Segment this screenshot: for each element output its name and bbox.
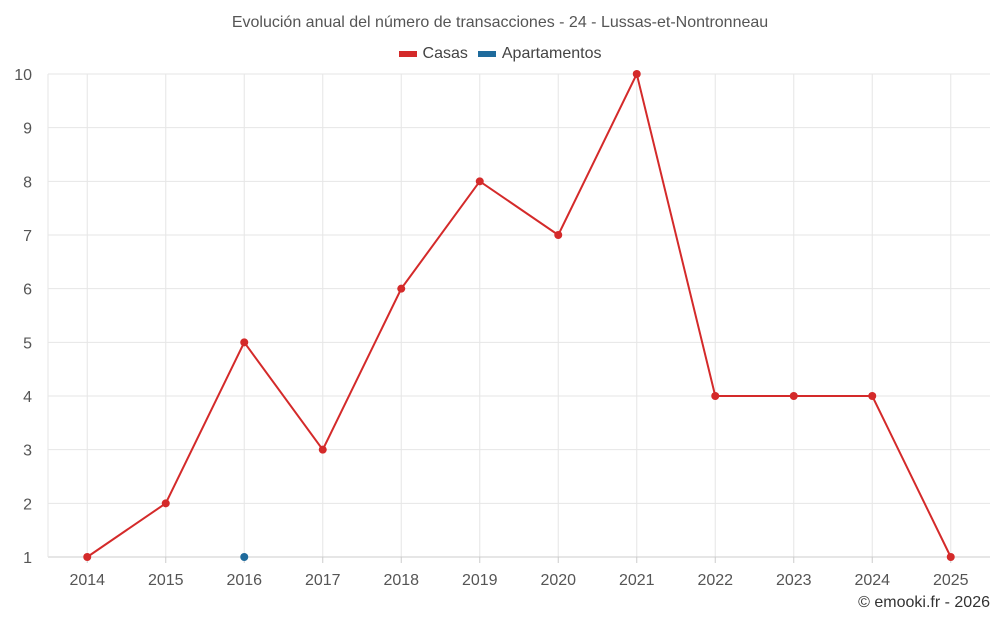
legend-swatch-casas <box>398 51 417 57</box>
series-line-casas <box>86 71 952 558</box>
y-tick-label: 4 <box>23 389 32 406</box>
x-tick-label: 2022 <box>697 572 733 589</box>
legend-label-casas: Casas <box>422 45 468 62</box>
data-point-casas[interactable] <box>868 392 877 400</box>
data-point-casas[interactable] <box>789 392 798 400</box>
legend-item-apartamentos[interactable]: Apartamentos <box>477 45 602 63</box>
legend-swatch-apartamentos <box>477 51 496 57</box>
credit-text: © emooki.fr - 2026 <box>858 594 990 611</box>
y-tick-label: 7 <box>23 228 32 245</box>
legend: Casas Apartamentos <box>0 45 1000 63</box>
data-point-casas[interactable] <box>397 284 406 293</box>
x-tick-label: 2020 <box>540 572 576 589</box>
x-tick-label: 2024 <box>854 572 890 589</box>
data-point-casas[interactable] <box>161 499 170 508</box>
y-tick-label: 3 <box>23 443 32 460</box>
y-tick-label: 10 <box>14 67 32 84</box>
data-point-casas[interactable] <box>318 445 327 454</box>
x-tick-label: 2017 <box>305 572 341 589</box>
data-point-casas[interactable] <box>475 177 484 186</box>
x-tick-label: 2015 <box>148 572 184 589</box>
y-tick-label: 2 <box>23 496 32 513</box>
data-point-casas[interactable] <box>632 70 641 78</box>
x-tick-label: 2014 <box>69 572 105 589</box>
y-tick-label: 6 <box>23 282 32 299</box>
x-tick-label: 2021 <box>619 572 655 589</box>
y-tick-label: 8 <box>23 174 32 191</box>
data-point-casas[interactable] <box>711 392 720 400</box>
x-tick-label: 2025 <box>933 572 969 589</box>
data-point-apartamentos[interactable] <box>240 553 249 561</box>
y-tick-label: 9 <box>23 121 32 138</box>
data-point-casas[interactable] <box>554 231 563 239</box>
x-tick-label: 2023 <box>776 572 812 589</box>
data-point-casas[interactable] <box>83 553 92 561</box>
x-tick-label: 2018 <box>383 572 419 589</box>
data-point-casas[interactable] <box>240 338 249 347</box>
x-tick-label: 2019 <box>462 572 498 589</box>
legend-item-casas[interactable]: Casas <box>398 45 468 63</box>
y-tick-label: 1 <box>23 550 32 567</box>
y-tick-label: 5 <box>23 335 32 352</box>
data-point-casas[interactable] <box>946 553 955 561</box>
legend-label-apartamentos: Apartamentos <box>501 45 602 62</box>
chart-title: Evolución anual del número de transaccio… <box>231 14 769 31</box>
x-tick-label: 2016 <box>226 572 262 589</box>
